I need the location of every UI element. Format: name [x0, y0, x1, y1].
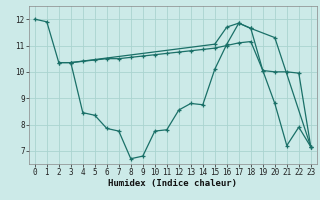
X-axis label: Humidex (Indice chaleur): Humidex (Indice chaleur)	[108, 179, 237, 188]
